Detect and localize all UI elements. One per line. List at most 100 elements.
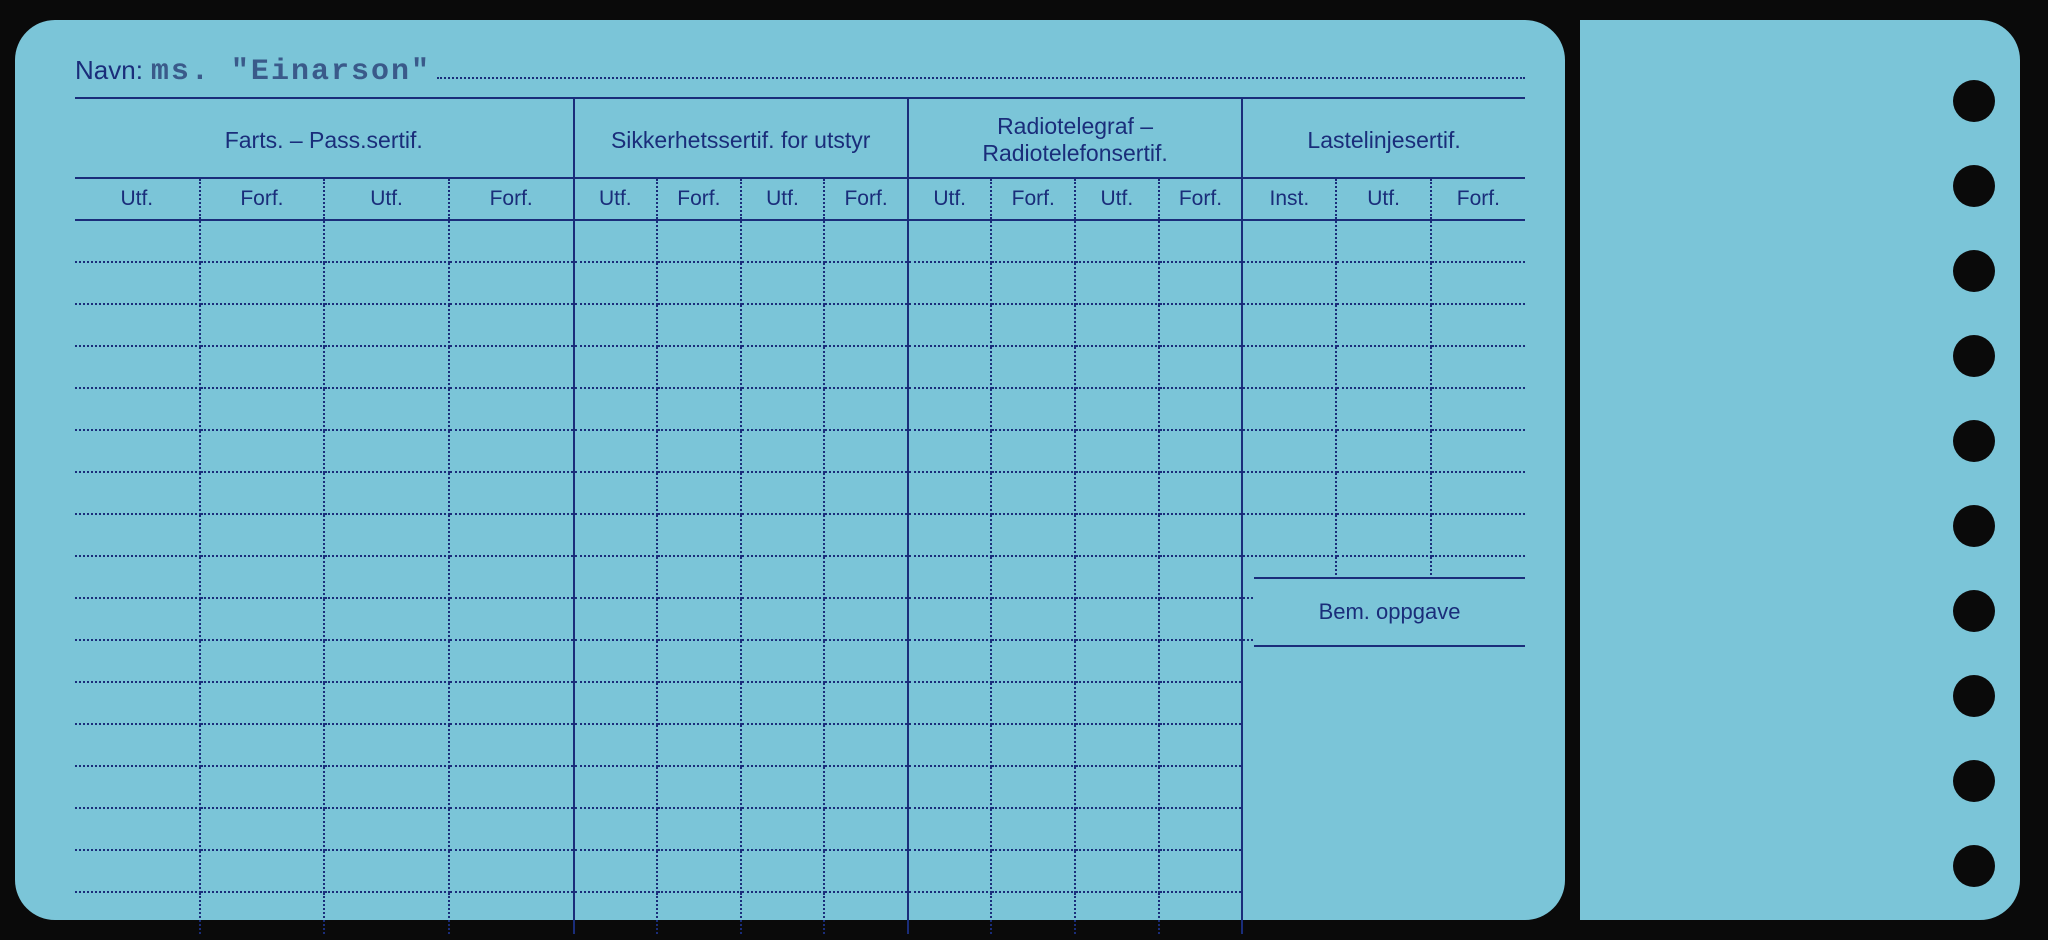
table-cell <box>200 304 325 346</box>
table-cell <box>991 724 1075 766</box>
table-cell <box>741 598 825 640</box>
table-cell <box>741 724 825 766</box>
table-row <box>75 724 1525 766</box>
table-cell <box>991 808 1075 850</box>
table-cell <box>1336 808 1430 850</box>
punch-hole <box>1953 590 1995 632</box>
table-cell <box>824 556 908 598</box>
table-cell <box>1242 724 1336 766</box>
table-cell <box>1336 766 1430 808</box>
group-header-row: Farts. – Pass.sertif. Sikkerhetssertif. … <box>75 99 1525 178</box>
table-cell <box>1242 850 1336 892</box>
table-cell <box>1336 472 1430 514</box>
table-cell <box>75 262 200 304</box>
table-cell <box>574 388 658 430</box>
table-cell <box>991 514 1075 556</box>
table-cell <box>657 388 741 430</box>
table-cell <box>75 892 200 934</box>
table-cell <box>1431 682 1525 724</box>
table-cell <box>200 514 325 556</box>
table-cell <box>75 388 200 430</box>
table-cell <box>324 766 449 808</box>
name-row: Navn: ms. "Einarson" <box>75 55 1525 99</box>
group-header-1: Farts. – Pass.sertif. <box>75 99 574 178</box>
table-cell <box>657 892 741 934</box>
table-cell <box>1075 850 1159 892</box>
table-cell <box>1242 514 1336 556</box>
table-cell <box>1242 220 1336 262</box>
table-cell <box>824 808 908 850</box>
table-cell <box>1242 892 1336 934</box>
table-cell <box>991 472 1075 514</box>
table-cell <box>574 430 658 472</box>
table-cell <box>908 850 992 892</box>
table-cell <box>1159 514 1243 556</box>
table-cell <box>1159 724 1243 766</box>
table-cell <box>824 346 908 388</box>
table-cell <box>1336 892 1430 934</box>
table-cell <box>200 220 325 262</box>
table-cell <box>574 556 658 598</box>
table-cell <box>908 766 992 808</box>
group-header-3: Radiotelegraf – Radiotelefonsertif. <box>908 99 1242 178</box>
table-cell <box>324 262 449 304</box>
table-cell <box>991 682 1075 724</box>
table-cell <box>75 724 200 766</box>
col-h: Forf. <box>657 178 741 220</box>
table-cell <box>449 850 574 892</box>
table-cell <box>1242 430 1336 472</box>
table-cell <box>824 262 908 304</box>
table-cell <box>449 346 574 388</box>
table-cell <box>1336 514 1430 556</box>
table-cell <box>574 850 658 892</box>
table-cell <box>1431 766 1525 808</box>
table-row <box>75 850 1525 892</box>
table-cell <box>991 892 1075 934</box>
table-cell <box>824 766 908 808</box>
table-cell <box>824 430 908 472</box>
table-cell <box>1075 892 1159 934</box>
table-cell <box>991 304 1075 346</box>
name-dotted-line <box>437 77 1525 79</box>
table-cell <box>741 262 825 304</box>
table-cell <box>741 808 825 850</box>
table-cell <box>824 598 908 640</box>
table-cell <box>200 556 325 598</box>
table-cell <box>200 472 325 514</box>
punch-hole <box>1953 675 1995 717</box>
col-h: Utf. <box>1336 178 1430 220</box>
table-cell <box>1159 598 1243 640</box>
table-cell <box>200 808 325 850</box>
table-row <box>75 346 1525 388</box>
table-row <box>75 388 1525 430</box>
table-cell <box>1242 472 1336 514</box>
table-cell <box>1431 724 1525 766</box>
table-cell <box>1431 430 1525 472</box>
table-cell <box>574 304 658 346</box>
table-cell <box>657 262 741 304</box>
table-cell <box>449 766 574 808</box>
table-cell <box>908 724 992 766</box>
table-cell <box>1336 220 1430 262</box>
table-cell <box>1159 640 1243 682</box>
table-cell <box>1075 430 1159 472</box>
table-cell <box>991 598 1075 640</box>
table-cell <box>75 850 200 892</box>
table-cell <box>574 808 658 850</box>
table-cell <box>574 892 658 934</box>
table-cell <box>741 766 825 808</box>
table-cell <box>908 640 992 682</box>
table-cell <box>908 388 992 430</box>
table-cell <box>657 514 741 556</box>
table-cell <box>824 388 908 430</box>
table-cell <box>1336 682 1430 724</box>
table-cell <box>1075 808 1159 850</box>
table-cell <box>1431 388 1525 430</box>
table-cell <box>574 346 658 388</box>
table-row <box>75 472 1525 514</box>
table-cell <box>741 304 825 346</box>
col-h: Inst. <box>1242 178 1336 220</box>
table-cell <box>449 304 574 346</box>
table-cell <box>657 682 741 724</box>
table-row <box>75 304 1525 346</box>
